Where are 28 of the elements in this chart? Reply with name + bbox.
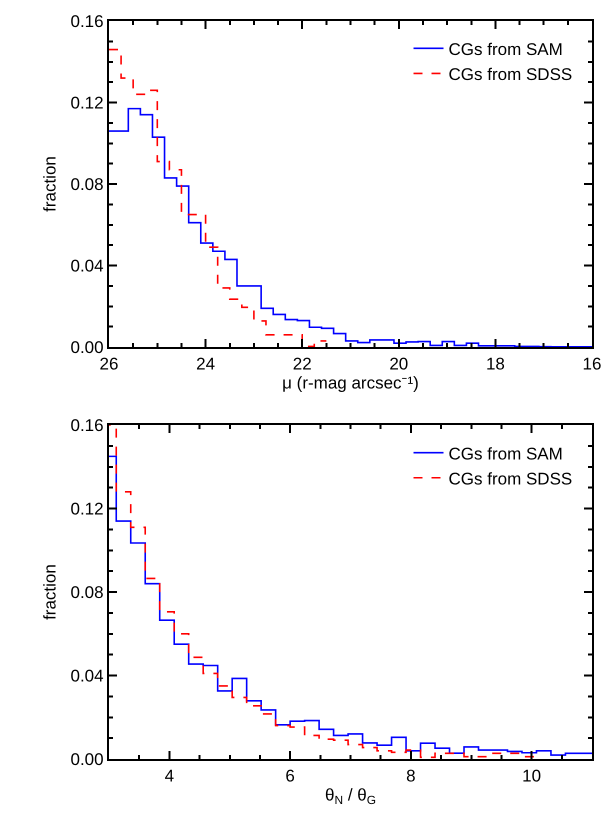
y-tick-label: 0.00 (70, 750, 104, 769)
y-axis-title: fraction (40, 156, 60, 212)
x-tick-label: 20 (389, 354, 408, 374)
y-tick-label: 0.12 (70, 500, 104, 518)
x-tick-label: 22 (292, 354, 312, 374)
y-axis-title: fraction (40, 564, 60, 620)
x-tick-label: 8 (406, 766, 416, 786)
legend-label: CGs from SDSS (448, 469, 572, 488)
y-tick-label: 0.08 (70, 582, 104, 602)
y-tick-label: 0.16 (70, 12, 104, 31)
legend-label: CGs from SAM (448, 444, 563, 464)
y-tick-label: 0.16 (70, 416, 104, 436)
y-tick-label: 0.04 (70, 256, 104, 276)
x-tick-label: 26 (100, 354, 118, 374)
x-tick-label: 10 (522, 766, 542, 786)
x-tick-label: 6 (285, 766, 295, 786)
x-tick-label: 16 (582, 354, 602, 374)
x-axis-title: μ (r-mag arcsec⁻¹) (282, 373, 419, 392)
y-tick-label: 0.12 (70, 93, 104, 112)
y-tick-label: 0.00 (70, 338, 104, 357)
y-tick-label: 0.08 (70, 174, 104, 194)
legend-label: CGs from SAM (448, 40, 563, 59)
x-tick-label: 18 (486, 354, 505, 374)
legend-label: CGs from SDSS (448, 65, 572, 84)
y-tick-label: 0.04 (70, 666, 104, 686)
x-tick-label: 4 (164, 766, 174, 786)
x-axis-title: θ$_{N}$ / θ$_{G}$ (325, 785, 376, 807)
x-tick-label: 24 (196, 354, 216, 374)
